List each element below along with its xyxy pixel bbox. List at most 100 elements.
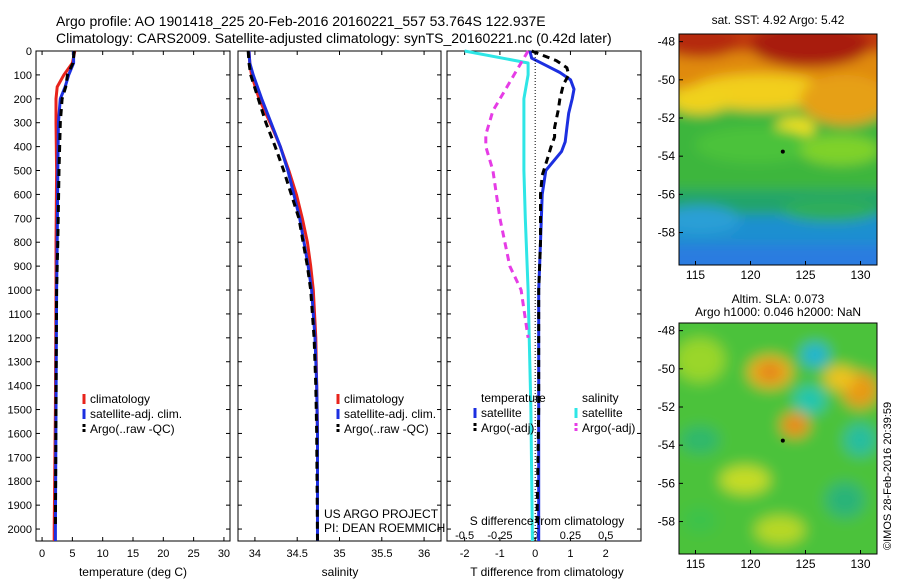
map-y-tick-label: -56 bbox=[658, 187, 676, 201]
header-line-2: Climatology: CARS2009. Satellite-adjuste… bbox=[56, 30, 612, 46]
series-line-salinity-satellite bbox=[464, 49, 534, 542]
map-y-tick-label: -58 bbox=[658, 515, 676, 529]
y-tick-label: 2000 bbox=[8, 524, 32, 536]
legend-label: satellite bbox=[582, 406, 623, 420]
temperature-axes-frame bbox=[35, 50, 231, 542]
y-tick-label: 1800 bbox=[8, 476, 32, 488]
y-tick-label: 200 bbox=[14, 94, 32, 106]
series-line-satellite-adj-clim- bbox=[247, 50, 319, 541]
y-tick-label: 0 bbox=[26, 46, 32, 58]
y-tick-label: 300 bbox=[14, 118, 32, 130]
sla-map-title: Altim. SLA: 0.073 bbox=[732, 292, 825, 306]
x-tick-label: 20 bbox=[157, 548, 169, 560]
credit-pi: PI: DEAN ROEMMICH bbox=[324, 521, 445, 535]
x-tick-label: 5 bbox=[69, 548, 75, 560]
legend-label: satellite-adj. clim. bbox=[90, 407, 182, 421]
x-tick-label: 35.5 bbox=[371, 548, 392, 560]
legend-label: Argo(-adj) bbox=[582, 421, 635, 435]
map-x-tick-label: 115 bbox=[686, 557, 705, 571]
map-x-tick-label: 120 bbox=[740, 268, 760, 282]
x-tick-label: 10 bbox=[97, 548, 109, 560]
legend-label: satellite bbox=[481, 406, 522, 420]
y-tick-label: 500 bbox=[14, 166, 32, 178]
legend-label: Argo(-adj) bbox=[481, 421, 534, 435]
legend-heading-temperature: temperature bbox=[481, 391, 546, 405]
x-tick-label: 25 bbox=[188, 548, 200, 560]
sst-map-frame bbox=[678, 33, 878, 266]
x-tick-label: 35 bbox=[333, 548, 345, 560]
s-difference-label: S difference from climatology bbox=[470, 514, 625, 528]
map-x-tick-label: 130 bbox=[850, 557, 870, 571]
credit-project: US ARGO PROJECT bbox=[324, 507, 439, 521]
y-tick-label: 600 bbox=[14, 189, 32, 201]
map-y-tick-label: -54 bbox=[658, 149, 676, 163]
imos-watermark: ©IMOS 28-Feb-2016 20:39:59 bbox=[882, 402, 894, 550]
y-tick-label: 900 bbox=[14, 261, 32, 273]
map-y-tick-label: -50 bbox=[658, 362, 676, 376]
sst-float-marker bbox=[780, 149, 785, 154]
map-x-tick-label: 125 bbox=[795, 557, 815, 571]
credit-line-1: US ARGO PROJECT bbox=[324, 507, 439, 521]
x-tick-label: 34 bbox=[249, 548, 261, 560]
map-y-tick-label: -58 bbox=[658, 226, 676, 240]
sla-map-panel: Altim. SLA: 0.073 Argo h1000: 0.046 h200… bbox=[658, 292, 878, 571]
map-x-tick-label: 115 bbox=[686, 268, 705, 282]
legend-heading-salinity: salinity bbox=[582, 391, 619, 405]
y-tick-label: 1500 bbox=[8, 405, 32, 417]
sla-heatmap bbox=[679, 323, 877, 554]
sla-float-marker bbox=[780, 438, 785, 443]
s-tick-label: -0.5 bbox=[455, 530, 474, 542]
map-y-tick-label: -52 bbox=[658, 400, 676, 414]
salinity-axes-frame bbox=[237, 50, 442, 542]
map-y-tick-label: -56 bbox=[658, 476, 676, 490]
x-tick-label: 30 bbox=[218, 548, 230, 560]
series-line-argo-raw-qc- bbox=[53, 50, 76, 530]
y-tick-label: 1900 bbox=[8, 500, 32, 512]
s-tick-label: 0.5 bbox=[598, 530, 613, 542]
y-tick-label: 1700 bbox=[8, 452, 32, 464]
series-line-argo-raw-qc- bbox=[246, 50, 319, 542]
series-line-salinity-argo-adj- bbox=[484, 50, 530, 339]
s-tick-label: 0 bbox=[532, 530, 538, 542]
y-tick-label: 100 bbox=[14, 70, 32, 82]
s-tick-label: -0.25 bbox=[487, 530, 512, 542]
map-y-tick-label: -48 bbox=[658, 35, 676, 49]
x-tick-label: 15 bbox=[127, 548, 139, 560]
x-tick-label: 0 bbox=[39, 548, 45, 560]
y-tick-label: 1400 bbox=[8, 381, 32, 393]
header-line-1: Argo profile: AO 1901418_225 20-Feb-2016… bbox=[56, 13, 546, 29]
temperature-profile-panel: 0100200300400500600700800900100011001200… bbox=[8, 46, 231, 579]
sst-map-title: sat. SST: 4.92 Argo: 5.42 bbox=[712, 13, 845, 27]
difference-profile-panel: -2 -1 0 1 2 -0.5 -0.25 0 0.25 0.5 S difference fr… bbox=[446, 49, 642, 579]
y-tick-label: 1600 bbox=[8, 428, 32, 440]
salinity-x-label: salinity bbox=[322, 565, 359, 579]
map-x-tick-label: 125 bbox=[795, 268, 815, 282]
legend-label: climatology bbox=[344, 392, 404, 406]
salinity-profile-panel: 34 34.5 35 35.5 36 salinity climatologysatel… bbox=[237, 50, 445, 579]
difference-axes-frame bbox=[446, 50, 642, 542]
y-tick-label: 1000 bbox=[8, 285, 32, 297]
credit-line-2: PI: DEAN ROEMMICH bbox=[324, 521, 445, 535]
sst-map-panel: sat. SST: 4.92 Argo: 5.42 bbox=[658, 13, 878, 282]
legend-label: satellite-adj. clim. bbox=[344, 407, 436, 421]
y-tick-label: 400 bbox=[14, 142, 32, 154]
x-tick-label: 36 bbox=[418, 548, 430, 560]
t-difference-label: T difference from climatology bbox=[470, 565, 624, 579]
difference-legend: temperature salinitysatelliteArgo(-adj)sa… bbox=[473, 391, 635, 435]
map-y-tick-label: -54 bbox=[658, 438, 676, 452]
map-y-tick-label: -50 bbox=[658, 73, 676, 87]
series-line-temperature-argo-adj- bbox=[531, 49, 571, 530]
x-tick-label: 2 bbox=[603, 548, 609, 560]
x-tick-label: 0 bbox=[532, 548, 538, 560]
map-x-tick-label: 130 bbox=[850, 268, 870, 282]
legend-label: climatology bbox=[90, 392, 150, 406]
s-tick-label: 0.25 bbox=[560, 530, 581, 542]
y-tick-label: 800 bbox=[14, 237, 32, 249]
map-x-tick-label: 120 bbox=[740, 557, 760, 571]
y-tick-label: 700 bbox=[14, 213, 32, 225]
legend-label: Argo(..raw -QC) bbox=[90, 422, 175, 436]
y-tick-label: 1100 bbox=[8, 309, 32, 321]
sla-map-subtitle: Argo h1000: 0.046 h2000: NaN bbox=[695, 305, 861, 319]
x-tick-label: 1 bbox=[567, 548, 573, 560]
